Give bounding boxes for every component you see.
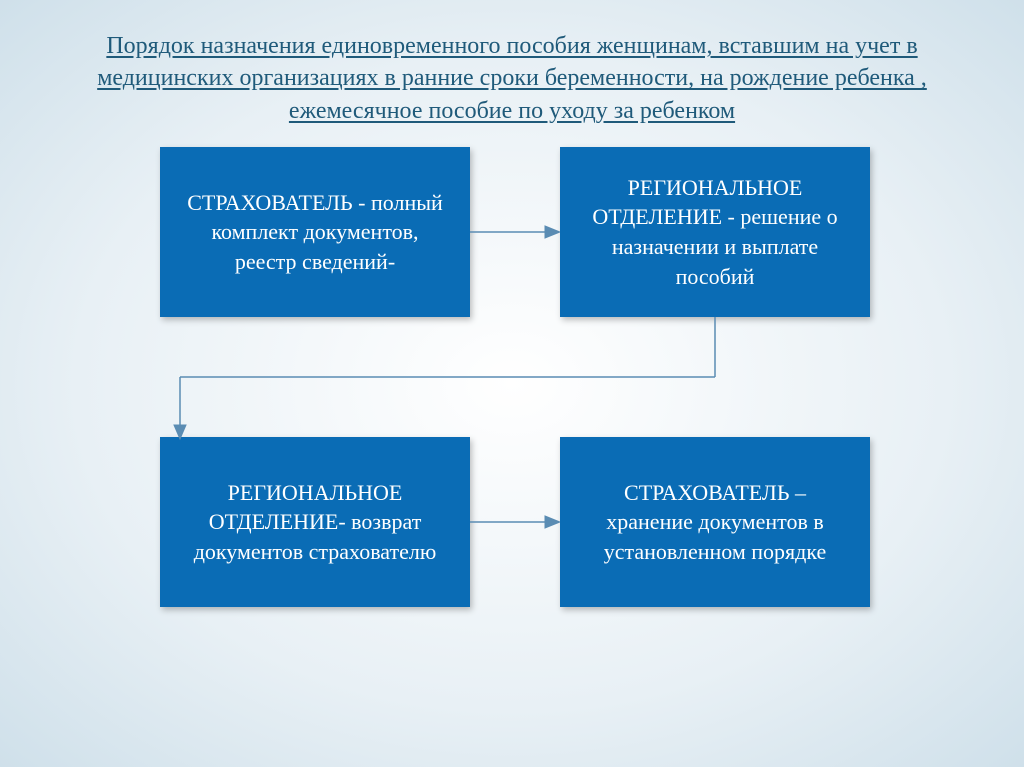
arrow-bl-br	[470, 512, 560, 532]
node-regional-decision: РЕГИОНАЛЬНОЕ ОТДЕЛЕНИЕ - решение о назна…	[560, 147, 870, 317]
node-insurer-documents: СТРАХОВАТЕЛЬ - полный комплект документо…	[160, 147, 470, 317]
node-regional-return: РЕГИОНАЛЬНОЕ ОТДЕЛЕНИЕ- возврат документ…	[160, 437, 470, 607]
slide-title: Порядок назначения единовременного пособ…	[0, 0, 1024, 147]
node-insurer-storage: СТРАХОВАТЕЛЬ – хранение документов в уст…	[560, 437, 870, 607]
arrow-tl-tr	[470, 222, 560, 242]
arrow-tr-bl	[170, 317, 720, 447]
flowchart-diagram: СТРАХОВАТЕЛЬ - полный комплект документо…	[0, 147, 1024, 687]
